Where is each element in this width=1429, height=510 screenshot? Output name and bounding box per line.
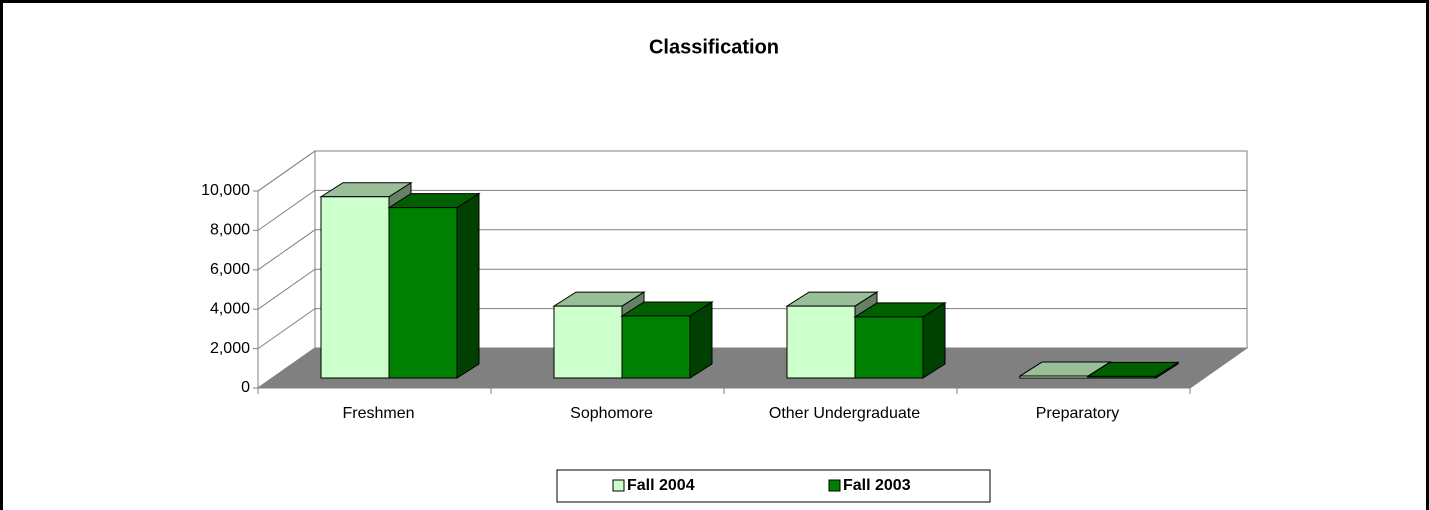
legend-swatch <box>612 479 625 492</box>
y-tick-label: 8,000 <box>210 222 250 239</box>
x-tick-label: Preparatory <box>1036 405 1120 422</box>
x-tick-label: Other Undergraduate <box>769 405 920 422</box>
bar <box>621 315 691 379</box>
y-tick-label: 10,000 <box>201 182 250 199</box>
grid-line <box>257 189 1247 231</box>
bar <box>320 196 390 379</box>
floor <box>256 347 1249 389</box>
y-tick-label: 6,000 <box>210 261 250 278</box>
side-wall <box>257 150 316 389</box>
bar-side <box>456 192 480 379</box>
grid-line <box>257 229 1247 271</box>
y-tick-label: 4,000 <box>210 300 250 317</box>
bar <box>1019 375 1089 379</box>
grid-line <box>257 150 1247 192</box>
legend-label: Fall 2003 <box>843 477 911 494</box>
bar <box>388 207 458 379</box>
x-tick-label: Sophomore <box>570 405 653 422</box>
legend-swatch <box>828 479 841 492</box>
y-tick-label: 0 <box>241 379 250 396</box>
legend-box <box>556 469 991 503</box>
bar <box>854 316 924 379</box>
grid-line <box>257 268 1247 310</box>
bar <box>1087 375 1157 379</box>
y-tick-label: 2,000 <box>210 340 250 357</box>
chart-title: Classification <box>649 36 779 58</box>
bar <box>786 305 856 379</box>
legend-label: Fall 2004 <box>627 477 695 494</box>
x-tick-label: Freshmen <box>342 405 414 422</box>
bar <box>553 305 623 379</box>
